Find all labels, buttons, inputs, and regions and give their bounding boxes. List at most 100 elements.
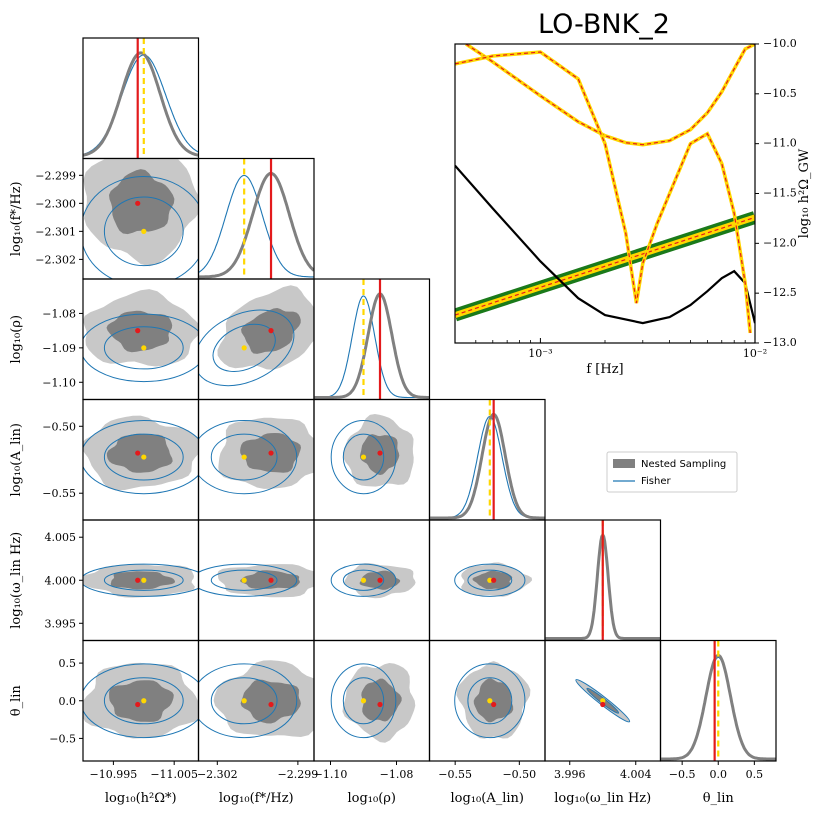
- corner-panel-3-3: [428, 398, 546, 521]
- corner-panel-1-1: [197, 157, 315, 280]
- corner-panel-3-1: [197, 398, 315, 521]
- corner-panel-0-0: [82, 37, 200, 160]
- y-tick-label: −2.300: [35, 197, 76, 210]
- corner-panel-5-5: −0.5 0.0 0.5 θ_lin: [659, 639, 777, 806]
- noise-curve: [455, 164, 755, 325]
- signal-x-axis-label: f [Hz]: [586, 362, 623, 377]
- y-tick-label: −1.09: [42, 342, 76, 355]
- signal-y-tick-label: −12.5: [763, 286, 797, 299]
- y-tick-label: 3.995: [45, 617, 77, 630]
- y-axis-label: θ_lin: [9, 685, 24, 717]
- truth-point: [268, 701, 274, 708]
- y-axis-label: log₁₀(f*/Hz): [9, 181, 24, 256]
- corner-panel-3-2: [313, 398, 431, 521]
- fisher-2d-inner: [210, 433, 278, 481]
- fisher-2d-inner: [210, 569, 278, 591]
- fisher-mean-point: [141, 577, 147, 583]
- x-tick-label: −0.55: [438, 768, 472, 781]
- fisher-2d-inner: [342, 677, 385, 725]
- y-tick-label: −0.50: [42, 420, 76, 433]
- signal-x-tick-label: 10⁻³: [528, 347, 552, 360]
- fisher-mean-point: [360, 577, 367, 583]
- y-axis-label: log₁₀(ω_lin Hz): [9, 532, 24, 629]
- corner-panel-5-4: 3.996 4.004 log₁₀(ω_lin Hz): [544, 639, 662, 806]
- y-tick-label: 0.0: [59, 695, 77, 708]
- fisher-2d-outer: [330, 663, 397, 739]
- fisher-2d-inner: [103, 433, 184, 481]
- legend-frame: [606, 451, 738, 493]
- fisher-mean-point: [487, 577, 493, 583]
- y-tick-label: −2.302: [35, 253, 76, 266]
- corner-plot: −2.302 −2.301 −2.300 −2.299 log₁₀(f*/Hz) −1.1…: [9, 37, 777, 806]
- y-tick-label: −1.08: [42, 307, 76, 320]
- fisher-mean-point: [600, 698, 606, 704]
- fisher-2d-inner: [103, 196, 184, 267]
- signal-y-tick-label: −11.0: [763, 137, 797, 150]
- truth-point: [377, 450, 383, 456]
- fisher-mean-point: [141, 345, 147, 351]
- fisher-1d-curve: [198, 174, 314, 278]
- corner-panel-5-2: −1.10 −1.08 log₁₀(ρ): [313, 639, 431, 806]
- fisher-mean-point: [241, 577, 247, 583]
- x-tick-label: −2.299: [278, 768, 319, 781]
- fisher-mean-point: [141, 228, 147, 234]
- fisher-2d-outer: [198, 563, 298, 597]
- x-tick-label: −2.302: [197, 768, 238, 781]
- fisher-2d-inner: [467, 677, 513, 725]
- fisher-2d-outer: [83, 419, 199, 495]
- corner-panel-1-0: −2.302 −2.301 −2.300 −2.299 log₁₀(f*/Hz): [9, 157, 200, 280]
- signal-component-b-median: [455, 51, 751, 334]
- signal-y-tick-label: −10.5: [763, 87, 797, 100]
- corner-panel-4-0: 3.995 4.000 4.005 log₁₀(ω_lin Hz): [9, 519, 200, 642]
- fisher-mean-point: [141, 698, 147, 704]
- fisher-mean-point: [360, 454, 367, 460]
- legend-nested-swatch: [613, 459, 635, 468]
- truth-point: [377, 701, 383, 708]
- signal-y-tick-label: −13.0: [763, 336, 797, 349]
- nested-1d-curve: [198, 171, 314, 279]
- x-axis-label: log₁₀(h²Ω*): [105, 791, 177, 806]
- signal-y-tick-label: −11.5: [763, 187, 797, 200]
- fisher-mean-point: [241, 454, 247, 460]
- fisher-2d-outer: [83, 563, 199, 597]
- truth-point: [268, 450, 274, 456]
- corner-panel-4-1: [197, 519, 315, 642]
- signal-component-a-median: [465, 44, 755, 146]
- corner-panel-5-0: −0.5 0.0 0.5 θ_lin −10.995 −11.005 log₁₀(h²Ω*): [9, 639, 200, 806]
- fisher-2d-outer: [83, 175, 199, 279]
- x-tick-label: −1.08: [380, 768, 414, 781]
- y-tick-label: −1.10: [42, 376, 76, 389]
- panel-frame: [428, 398, 546, 521]
- nested-2d-inner: [473, 678, 514, 723]
- fisher-mean-point: [141, 454, 147, 460]
- y-tick-label: −0.55: [42, 487, 76, 500]
- nested-1d-curve: [83, 51, 199, 157]
- fisher-1d-curve: [83, 54, 199, 155]
- legend-fisher-label: Fisher: [641, 476, 672, 487]
- corner-panel-2-0: −1.10 −1.09 −1.08 log₁₀(ρ): [9, 278, 200, 401]
- fisher-2d-outer: [83, 663, 199, 739]
- fisher-2d-outer: [330, 419, 397, 495]
- fisher-2d-inner: [212, 323, 276, 372]
- corner-panel-2-1: [197, 278, 315, 401]
- x-tick-label: −0.50: [502, 768, 536, 781]
- truth-point: [491, 701, 497, 708]
- fisher-2d-outer: [198, 309, 295, 387]
- signal-x-tick-label: 10⁻²: [743, 347, 767, 360]
- fisher-2d-outer: [83, 313, 199, 383]
- truth-point: [135, 328, 141, 334]
- x-tick-label: −0.5: [669, 768, 696, 781]
- figure-title: LO-BNK_2: [538, 9, 670, 40]
- x-tick-label: 4.004: [620, 768, 652, 781]
- x-tick-label: −1.10: [314, 768, 348, 781]
- fisher-2d-inner: [342, 433, 385, 481]
- x-axis-label: log₁₀(A_lin): [451, 791, 524, 806]
- truth-point: [268, 577, 274, 583]
- corner-panel-5-1: −2.302 −2.299 log₁₀(f*/Hz): [197, 639, 319, 806]
- nested-2d-inner: [109, 169, 175, 235]
- fisher-2d-outer: [454, 563, 526, 597]
- x-tick-label: −11.005: [150, 768, 198, 781]
- signal-component-b-band: [455, 50, 752, 334]
- x-axis-label: log₁₀(f*/Hz): [219, 791, 294, 806]
